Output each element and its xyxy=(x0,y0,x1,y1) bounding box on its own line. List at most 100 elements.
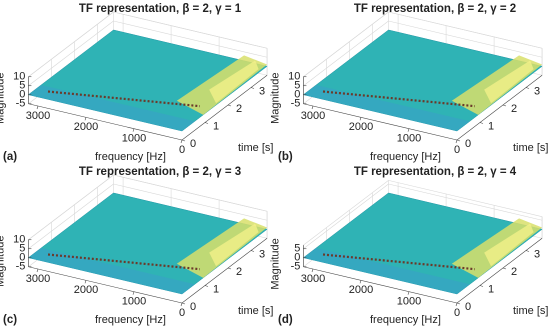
y-tick-label: 3 xyxy=(534,85,540,97)
z-tick-label: -5 xyxy=(291,261,301,273)
z-axis-label: Magnitude xyxy=(0,73,6,124)
y-tick-label: 0 xyxy=(465,138,471,150)
x-axis xyxy=(28,103,183,141)
y-tick-label: 1 xyxy=(213,283,219,295)
y-axis-label: time [s] xyxy=(238,142,273,154)
panel-label: (b) xyxy=(278,151,293,163)
x-tick xyxy=(311,268,314,273)
x-tick-label: 3000 xyxy=(26,110,50,122)
z-tick-label: -5 xyxy=(16,98,26,110)
x-tick xyxy=(180,139,183,144)
y-tick xyxy=(456,302,461,305)
x-tick-label: 0 xyxy=(179,307,185,319)
x-tick-label: 0 xyxy=(454,144,460,156)
x-tick-label: 3000 xyxy=(301,110,325,122)
y-axis-label: time [s] xyxy=(513,142,548,154)
surface-band xyxy=(303,85,470,131)
x-tick-label: 1000 xyxy=(122,133,146,145)
ridge-line xyxy=(47,90,200,108)
z-tick-label: 0 xyxy=(19,252,25,264)
x-axis-label: frequency [Hz] xyxy=(370,151,441,163)
chart-title: TF representation, β = 2, γ = 4 xyxy=(354,166,517,178)
grid-line xyxy=(28,174,114,240)
z-tick-label: 0 xyxy=(294,252,300,264)
z-axis-label: Magnitude xyxy=(269,238,281,289)
panel-label: (d) xyxy=(278,314,293,326)
x-tick-label: 1000 xyxy=(397,296,421,308)
grid-line xyxy=(28,11,114,77)
ridge-line xyxy=(322,90,475,108)
y-tick xyxy=(181,139,186,142)
grid-line xyxy=(388,11,543,49)
surface-ridge xyxy=(484,60,534,104)
y-tick-label: 3 xyxy=(259,85,265,97)
y-tick xyxy=(456,139,461,142)
y-tick-label: 1 xyxy=(213,120,219,132)
z-tick-label: 5 xyxy=(19,243,25,255)
x-axis xyxy=(303,103,458,141)
chart-title: TF representation, β = 2, γ = 1 xyxy=(79,3,242,15)
x-tick-label: 3000 xyxy=(26,273,50,285)
panel-label: (a) xyxy=(3,151,17,163)
z-axis-label: Magnitude xyxy=(269,73,281,124)
y-tick xyxy=(525,250,530,252)
x-tick-label: 2000 xyxy=(349,121,373,133)
x-tick-label: 0 xyxy=(179,144,185,156)
x-tick-label: 2000 xyxy=(349,284,373,296)
y-tick-label: 2 xyxy=(236,103,242,115)
y-tick xyxy=(502,267,507,270)
x-tick xyxy=(36,268,39,273)
chart-title: TF representation, β = 2, γ = 2 xyxy=(354,3,516,15)
surface-ridge xyxy=(484,223,534,267)
y-tick xyxy=(250,87,255,89)
surface-band xyxy=(303,248,470,294)
x-tick xyxy=(455,139,458,144)
z-tick-label: 10 xyxy=(288,71,300,83)
x-axis-label: frequency [Hz] xyxy=(95,314,166,326)
y-tick xyxy=(502,104,507,107)
grid-line xyxy=(303,183,389,249)
x-tick-label: 2000 xyxy=(74,121,98,133)
y-tick-label: 3 xyxy=(259,248,265,260)
y-tick xyxy=(250,250,255,252)
y-tick xyxy=(227,104,232,107)
z-tick-label: 0 xyxy=(294,89,300,101)
x-tick-label: 3000 xyxy=(301,273,325,285)
y-tick xyxy=(525,87,530,89)
ridge-line xyxy=(322,253,475,271)
y-axis xyxy=(181,75,268,141)
x-tick-label: 2000 xyxy=(74,284,98,296)
y-tick xyxy=(204,122,209,124)
x-axis xyxy=(303,266,458,304)
y-tick-label: 2 xyxy=(511,103,517,115)
y-axis-label: time [s] xyxy=(513,305,548,317)
grid-line xyxy=(303,11,389,77)
y-tick xyxy=(479,122,484,124)
y-axis xyxy=(181,238,268,304)
x-axis-label: frequency [Hz] xyxy=(370,314,441,326)
chart-title: TF representation, β = 2, γ = 3 xyxy=(79,166,241,178)
x-tick xyxy=(359,117,362,121)
surface-band xyxy=(28,248,195,294)
z-tick-label: 5 xyxy=(19,80,25,92)
z-tick-label: 5 xyxy=(294,80,300,92)
y-tick-label: 1 xyxy=(488,283,494,295)
y-tick xyxy=(204,285,209,287)
surface-ridge xyxy=(209,223,259,267)
grid-line xyxy=(113,20,268,58)
y-tick-label: 3 xyxy=(534,248,540,260)
y-axis xyxy=(456,238,543,304)
y-tick-label: 2 xyxy=(236,266,242,278)
y-tick-label: 0 xyxy=(190,138,196,150)
panel-label: (c) xyxy=(3,314,17,326)
y-axis-label: time [s] xyxy=(238,305,273,317)
x-tick xyxy=(84,280,87,284)
x-tick xyxy=(359,280,362,284)
y-axis xyxy=(456,75,543,141)
x-tick xyxy=(180,302,183,307)
surface-ridge xyxy=(209,60,259,104)
